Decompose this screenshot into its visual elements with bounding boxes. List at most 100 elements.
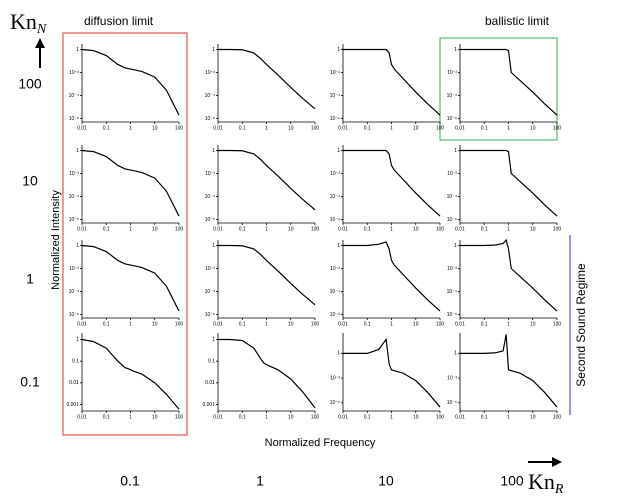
y-tick-label: 1 <box>212 243 215 249</box>
panel: 0.01 0.1 1 10 100 1 10⁻² 10⁻⁴ 10⁻⁶ <box>447 145 561 232</box>
x-tick-label: 0.1 <box>481 321 488 327</box>
y-tick-label: 10⁻⁶ <box>69 217 79 223</box>
y-tick-label: 1 <box>337 243 340 249</box>
axes <box>459 44 557 123</box>
panel: 0.01 0.1 1 10 100 1 10⁻² 10⁻⁴ 10⁻⁶ <box>69 240 183 327</box>
x-tick-label: 0.01 <box>77 414 87 420</box>
curve <box>460 149 558 217</box>
x-tick-label: 0.01 <box>455 125 465 131</box>
y-tick-label: 10⁻⁶ <box>330 400 340 406</box>
x-tick-label: 0.01 <box>213 414 223 420</box>
x-tick-label: 0.1 <box>481 414 488 420</box>
row-arrow-head <box>35 38 45 48</box>
y-tick-label: 10⁻² <box>447 70 457 76</box>
x-tick-label: 0.01 <box>338 321 348 327</box>
y-tick-label: 10⁻⁴ <box>330 194 340 200</box>
x-tick-label: 100 <box>436 226 445 232</box>
curve <box>218 48 316 110</box>
annotation: ballistic limit <box>485 14 550 28</box>
row-label: 1 <box>26 271 34 287</box>
x-tick-label: 0.01 <box>455 226 465 232</box>
row-axis-sub: N <box>36 22 47 37</box>
y-tick-label: 0.01 <box>69 380 79 386</box>
x-tick-label: 100 <box>175 414 184 420</box>
y-tick-label: 10⁻⁴ <box>69 194 79 200</box>
y-tick-label: 10⁻⁶ <box>447 312 457 318</box>
row-axis-base: Kn <box>10 9 37 34</box>
y-tick-label: 1 <box>337 351 340 357</box>
x-tick-label: 0.1 <box>364 414 371 420</box>
y-axis-label: Normalized Intensity <box>50 190 62 290</box>
y-tick-label: 10⁻² <box>447 266 457 272</box>
axes <box>217 333 315 412</box>
x-tick-label: 100 <box>553 321 562 327</box>
col-arrow-head <box>552 457 562 467</box>
x-tick-label: 0.1 <box>239 125 246 131</box>
curve <box>218 338 316 409</box>
axes <box>217 44 315 123</box>
x-tick-label: 1 <box>129 414 132 420</box>
x-tick-label: 0.01 <box>77 125 87 131</box>
x-tick-label: 0.1 <box>103 226 110 232</box>
curve <box>460 334 558 408</box>
x-tick-label: 0.1 <box>103 321 110 327</box>
curve <box>460 238 558 312</box>
x-tick-label: 1 <box>265 414 268 420</box>
row-axis-label: KnN <box>10 9 47 37</box>
col-axis-label: KnR <box>528 469 564 497</box>
x-tick-label: 10 <box>152 125 158 131</box>
x-tick-label: 100 <box>436 414 445 420</box>
axes <box>342 240 440 319</box>
y-tick-label: 10⁻² <box>330 70 340 76</box>
x-tick-label: 10 <box>288 125 294 131</box>
y-tick-label: 10⁻² <box>205 70 215 76</box>
col-label: 100 <box>500 473 524 489</box>
diffusion-box <box>62 32 188 436</box>
y-tick-label: 10⁻⁶ <box>69 312 79 318</box>
y-tick-label: 10⁻² <box>205 171 215 177</box>
y-tick-label: 1 <box>212 47 215 53</box>
curve <box>218 244 316 306</box>
y-tick-label: 10⁻³ <box>330 375 340 381</box>
ballistic-box <box>439 37 558 141</box>
y-tick-label: 1 <box>212 337 215 343</box>
x-tick-label: 10 <box>288 414 294 420</box>
y-tick-label: 0.1 <box>72 359 79 365</box>
panel: 0.01 0.1 1 10 100 1 0.1 0.01 0.001 <box>202 333 319 420</box>
y-tick-label: 0.1 <box>208 359 215 365</box>
x-tick-label: 1 <box>507 414 510 420</box>
y-tick-label: 10⁻⁴ <box>447 289 457 295</box>
x-tick-label: 10 <box>530 321 536 327</box>
x-tick-label: 100 <box>175 226 184 232</box>
x-tick-label: 1 <box>129 226 132 232</box>
panel: 0.01 0.1 1 10 100 1 10⁻² 10⁻⁴ 10⁻⁶ <box>205 44 320 131</box>
axes <box>81 44 179 123</box>
panels: 0.01 0.1 1 10 100 1 10⁻² 10⁻⁴ 10⁻⁶ 0.01 0.1 1 10 100 1… <box>66 44 561 420</box>
x-tick-label: 0.01 <box>338 125 348 131</box>
y-tick-label: 10⁻⁴ <box>447 194 457 200</box>
curve <box>218 149 316 211</box>
x-tick-label: 100 <box>311 414 320 420</box>
x-tick-label: 10 <box>288 226 294 232</box>
x-tick-label: 100 <box>311 125 320 131</box>
panel: 0.01 0.1 1 10 100 1 0.1 0.01 0.001 <box>66 333 183 420</box>
col-label: 10 <box>378 473 394 489</box>
x-tick-label: 10 <box>152 414 158 420</box>
x-tick-label: 0.01 <box>77 226 87 232</box>
panel: 0.01 0.1 1 10 100 1 10⁻² 10⁻⁴ 10⁻⁶ <box>447 44 561 131</box>
y-tick-label: 1 <box>337 47 340 53</box>
axes <box>217 145 315 224</box>
x-tick-label: 0.1 <box>364 321 371 327</box>
x-tick-label: 100 <box>175 125 184 131</box>
curve <box>460 48 558 116</box>
curve <box>81 244 180 312</box>
y-tick-label: 10⁻⁴ <box>69 289 79 295</box>
y-tick-label: 1 <box>454 148 457 154</box>
panel: 0.01 0.1 1 10 100 1 10⁻² 10⁻⁴ 10⁻⁶ <box>69 145 184 232</box>
y-tick-label: 10⁻⁴ <box>69 93 79 99</box>
col-label: 0.1 <box>120 473 140 489</box>
y-tick-label: 1 <box>454 47 457 53</box>
x-tick-label: 0.01 <box>77 321 87 327</box>
x-tick-label: 0.1 <box>239 414 246 420</box>
x-tick-label: 0.01 <box>338 414 348 420</box>
